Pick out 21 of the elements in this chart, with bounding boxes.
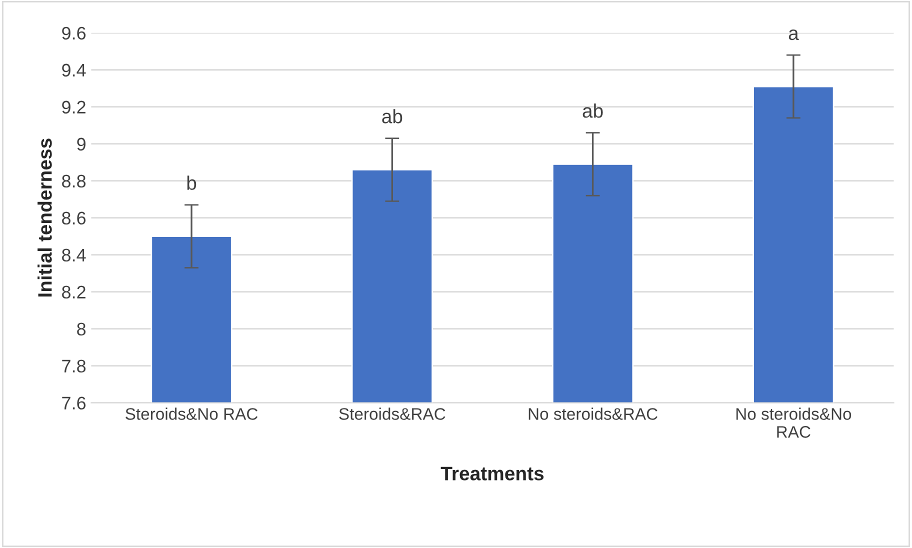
y-tick-label: 8.6 (62, 212, 86, 225)
y-tick-label: 9 (77, 138, 86, 151)
y-axis-title: Initial tenderness (38, 138, 52, 296)
y-tick-label: 8.8 (62, 174, 86, 188)
x-axis-title: Treatments (440, 466, 544, 480)
y-tick-label: 9.4 (62, 64, 86, 77)
annotation: b (187, 176, 196, 190)
y-tick-label: 9.2 (62, 100, 86, 114)
x-tick-label: Steroids&RAC (339, 408, 446, 420)
y-tick-label: 8.2 (62, 286, 86, 299)
x-tick-label: No steroids&RAC (528, 408, 658, 420)
annotation: a (788, 29, 799, 40)
x-tick-label: No steroids&No RAC (736, 408, 852, 438)
y-tick-label: 9.6 (62, 26, 86, 40)
y-tick-label: 7.6 (62, 396, 86, 410)
annotation: ab (382, 109, 402, 124)
annotation: ab (582, 104, 603, 118)
y-tick-label: 8 (77, 322, 86, 336)
y-tick-label: 7.8 (62, 360, 86, 373)
x-tick-label: Steroids&No RAC (126, 408, 258, 420)
y-tick-label: 8.4 (62, 248, 86, 262)
